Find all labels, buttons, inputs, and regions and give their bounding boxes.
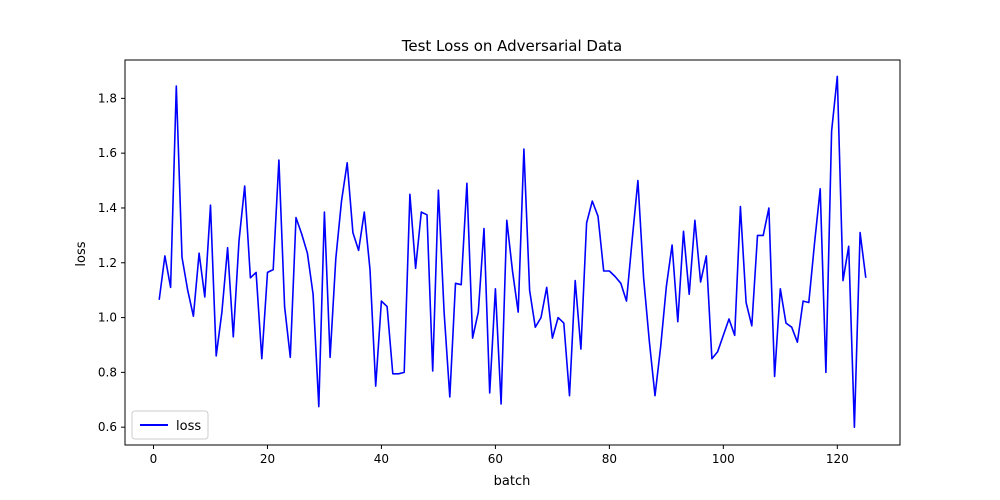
legend-label: loss (176, 419, 201, 434)
chart-title: Test Loss on Adversarial Data (401, 37, 623, 55)
y-tick-label: 1.0 (98, 311, 117, 325)
y-tick-label: 0.6 (98, 420, 117, 434)
x-axis-label: batch (494, 474, 531, 489)
series-line-0 (158, 75, 867, 429)
x-tick-label: 80 (602, 452, 617, 466)
y-axis-label: loss (74, 241, 89, 266)
y-tick-label: 1.2 (98, 256, 117, 270)
y-tick-label: 1.6 (98, 146, 117, 160)
x-tick-label: 0 (150, 452, 158, 466)
x-tick-label: 100 (712, 452, 735, 466)
plot-frame (124, 59, 901, 446)
x-tick-label: 20 (260, 452, 275, 466)
y-tick-label: 1.4 (98, 201, 117, 215)
y-tick-label: 0.8 (98, 365, 117, 379)
x-tick-label: 40 (374, 452, 389, 466)
plot-area: 0 20 40 60 80 100 120 0.6 0.8 1.0 1.2 1.4 1.6 1.8 (98, 59, 901, 466)
legend: loss (131, 410, 209, 440)
legend-frame (131, 410, 209, 440)
x-tick-label: 120 (826, 452, 849, 466)
x-tick-label: 60 (488, 452, 503, 466)
y-tick-label: 1.8 (98, 91, 117, 105)
